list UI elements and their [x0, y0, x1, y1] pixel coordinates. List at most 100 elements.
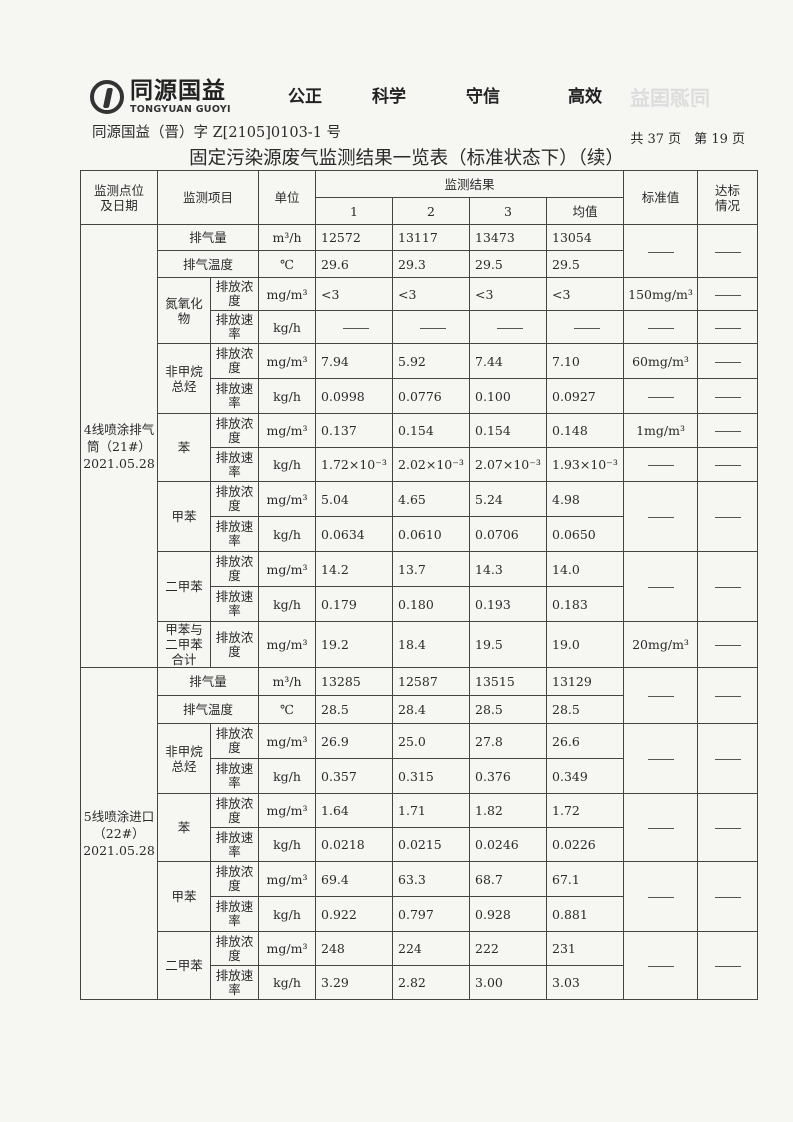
header-unit: 单位 — [258, 170, 317, 225]
value-cell: 5.92 — [392, 343, 471, 379]
dash-mark — [647, 966, 674, 967]
compliance-cell — [697, 447, 759, 482]
dash-mark — [714, 396, 741, 398]
value-cell: 0.100 — [469, 378, 548, 414]
dash-mark — [647, 897, 674, 898]
table-row: 甲苯与二甲苯合计 排放浓度 mg/m³ 19.2 18.4 19.5 19.0 20mg/m³ — [81, 621, 759, 668]
table-row: 排放速率 kg/h 0.922 0.797 0.928 0.881 — [81, 896, 758, 932]
unit-cell: kg/h — [258, 758, 317, 794]
value-cell: <3 — [469, 277, 548, 311]
standard-cell: 20mg/m³ — [623, 621, 699, 668]
value-cell: 13054 — [546, 224, 625, 251]
dash-mark — [647, 759, 674, 760]
table-row: 氮氧化物 排放浓度 mg/m³ <3 <3 <3 <3 150mg/m³ — [81, 277, 759, 344]
value-cell: 26.9 — [315, 723, 394, 759]
sub-item-cell: 排放速率 — [209, 447, 260, 482]
sub-item-cell: 排放速率 — [209, 310, 260, 344]
dash-mark — [714, 696, 741, 697]
value-cell: 67.1 — [546, 861, 625, 897]
value-cell: 231 — [546, 931, 625, 966]
unit-cell: mg/m³ — [258, 277, 317, 311]
value-cell: 12572 — [315, 224, 394, 251]
value-cell: 13285 — [315, 667, 394, 696]
value-cell: 68.7 — [469, 861, 548, 897]
value-cell — [469, 310, 548, 344]
standard-cell — [623, 793, 699, 862]
value-cell: 69.4 — [315, 861, 394, 897]
standard-cell: 1mg/m³ — [623, 413, 699, 448]
sub-item-cell: 排放速率 — [209, 516, 260, 552]
header-item: 监测项目 — [156, 170, 260, 225]
header-run-1: 1 — [315, 197, 394, 225]
value-cell: 1.82 — [469, 793, 548, 828]
value-cell: 28.5 — [469, 695, 548, 724]
standard-cell — [623, 551, 699, 622]
value-cell: 29.5 — [469, 250, 548, 278]
motto-word: 科学 — [372, 87, 406, 107]
compliance-cell — [697, 667, 759, 724]
item-cell: 排气量 — [156, 667, 260, 696]
motto-word: 高效 — [568, 87, 602, 107]
value-cell: 28.5 — [546, 695, 625, 724]
value-cell: 0.0215 — [392, 827, 471, 862]
compliance-cell — [697, 413, 759, 448]
dash-mark — [714, 431, 741, 432]
compliance-cell — [697, 793, 759, 862]
dash-mark — [573, 327, 600, 329]
value-cell: 14.2 — [315, 551, 394, 587]
sub-item-cell: 排放浓度 — [209, 621, 260, 668]
item-cell: 苯 — [157, 413, 211, 482]
value-cell: 4.98 — [546, 481, 625, 517]
dash-mark — [714, 294, 741, 296]
sub-item-cell: 排放浓度 — [209, 413, 260, 448]
sub-item-cell: 排放浓度 — [209, 723, 260, 759]
item-cell: 二甲苯 — [157, 551, 211, 622]
item-cell: 甲苯 — [157, 861, 211, 932]
unit-cell: ℃ — [258, 695, 317, 724]
compliance-cell — [697, 310, 759, 344]
value-cell: 13515 — [469, 667, 548, 696]
value-cell: 0.797 — [392, 896, 471, 932]
table-row: 排放速率 kg/h 0.179 0.180 0.193 0.183 — [81, 586, 758, 622]
unit-cell: mg/m³ — [258, 481, 317, 517]
table-row: 4线喷涂排气筒（21#）2021.05.28 排气量 m³/h 12572 13117 1… — [80, 224, 759, 668]
sub-item-cell: 排放浓度 — [209, 277, 260, 311]
value-cell: <3 — [546, 277, 625, 311]
table-row: 苯排放浓度 mg/m³ 1.64 1.71 1.82 1.72 — [81, 793, 759, 862]
header-site: 监测点位及日期 — [80, 170, 158, 225]
table-row: 甲苯 排放浓度 mg/m³ 69.4 63.3 68.7 67.1 — [81, 861, 759, 932]
value-cell: 0.0927 — [546, 378, 625, 414]
item-cell: 苯 — [157, 793, 211, 862]
dash-mark — [714, 587, 741, 588]
value-cell: 0.154 — [392, 413, 471, 448]
value-cell: 1.71 — [392, 793, 471, 828]
sub-item-cell: 排放浓度 — [209, 861, 260, 897]
value-cell: 13129 — [546, 667, 625, 696]
value-cell: 0.137 — [315, 413, 394, 448]
sub-item-cell: 排放速率 — [209, 827, 260, 862]
value-cell: 2.82 — [392, 965, 471, 1000]
standard-cell — [623, 378, 699, 414]
unit-cell: m³/h — [258, 224, 317, 251]
unit-cell: kg/h — [258, 310, 317, 344]
dash-mark — [647, 465, 674, 466]
dash-mark — [714, 645, 741, 646]
value-cell: 5.04 — [315, 481, 394, 517]
item-cell: 排气温度 — [156, 250, 260, 278]
standard-cell — [623, 310, 699, 344]
value-cell: 12587 — [392, 667, 471, 696]
motto-word: 公正 — [288, 87, 322, 107]
dash-mark — [647, 696, 674, 697]
item-cell: 甲苯 — [157, 481, 211, 552]
unit-cell: kg/h — [258, 827, 317, 862]
value-cell: 19.5 — [469, 621, 548, 668]
item-cell: 甲苯与二甲苯合计 — [157, 621, 211, 668]
header-results: 监测结果 — [315, 170, 625, 198]
unit-cell: kg/h — [258, 965, 317, 1000]
value-cell: 28.4 — [392, 695, 471, 724]
unit-cell: mg/m³ — [258, 621, 317, 668]
table-row: 排放速率 kg/h 3.29 2.82 3.00 3.03 — [81, 965, 758, 1000]
value-cell: 0.180 — [392, 586, 471, 622]
value-cell: <3 — [392, 277, 471, 311]
standard-cell — [623, 861, 699, 932]
